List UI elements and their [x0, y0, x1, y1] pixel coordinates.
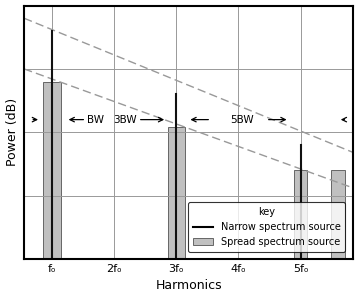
Bar	[331, 170, 345, 259]
X-axis label: Harmonics: Harmonics	[155, 280, 222, 292]
Bar	[294, 170, 307, 259]
Legend: Narrow spectrum source, Spread spectrum source: Narrow spectrum source, Spread spectrum …	[188, 202, 345, 252]
Bar	[168, 127, 185, 259]
Bar	[43, 82, 61, 259]
Text: 3BW: 3BW	[113, 115, 136, 125]
Text: BW: BW	[88, 115, 104, 125]
Y-axis label: Power (dB): Power (dB)	[5, 98, 19, 166]
Text: 5BW: 5BW	[230, 115, 254, 125]
